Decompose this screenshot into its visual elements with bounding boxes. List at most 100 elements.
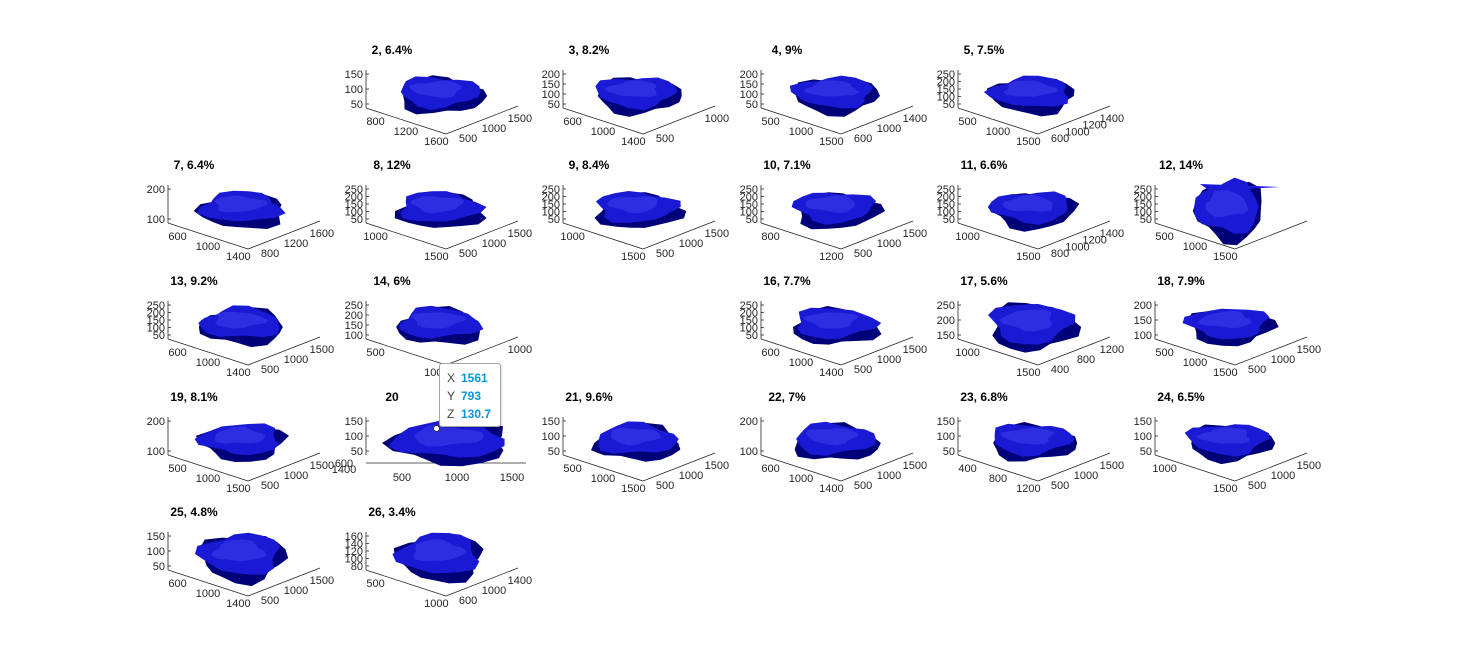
- subplot-title: 11, 6.6%: [961, 158, 1008, 172]
- datatip-z-value: 130.7: [461, 407, 492, 421]
- y-tick-label: 1000: [877, 123, 901, 135]
- x-tick-label: 1000: [445, 472, 469, 484]
- subplot-title: 24, 6.5%: [1157, 390, 1205, 404]
- x-tick-label: 500: [393, 472, 411, 484]
- subplot-title: 8, 12%: [373, 158, 411, 172]
- y-tick-label: 1600: [310, 228, 334, 240]
- y-tick-label: 500: [459, 248, 477, 260]
- y-axis: [445, 336, 519, 366]
- x-tick-label: 1000: [789, 473, 813, 485]
- z-tick-label: 150: [937, 84, 955, 96]
- surface-highlight: [805, 194, 856, 213]
- z-tick-label: 200: [1134, 300, 1152, 312]
- surface-highlight: [804, 80, 860, 97]
- x-tick-label: 1400: [226, 367, 250, 379]
- z-tick-label: 150: [147, 315, 165, 327]
- z-tick-label: 200: [740, 308, 758, 320]
- subplot-12[interactable]: 14, 6%25020015010050010006001000: [345, 274, 533, 379]
- subplot-title: 9, 8.4%: [569, 158, 610, 172]
- y-axis: [445, 567, 519, 597]
- z-tick-label: 200: [740, 69, 758, 81]
- surface-highlight: [214, 195, 269, 213]
- z-tick-label: 100: [740, 89, 758, 101]
- y-tick-label: 1000: [877, 238, 901, 250]
- datatip-marker[interactable]: [433, 425, 440, 432]
- subplot-title: 2, 6.4%: [372, 43, 413, 57]
- surface-highlight: [1002, 194, 1053, 212]
- z-tick-label: 100: [1134, 330, 1152, 342]
- y-axis: [1234, 220, 1308, 250]
- z-tick-label: 200: [937, 315, 955, 327]
- y-tick-label: 1200: [1082, 235, 1106, 247]
- z-tick-label: 50: [943, 446, 955, 458]
- z-tick-label: 200: [740, 416, 758, 428]
- z-tick-label: 250: [937, 184, 955, 196]
- x-axis: [760, 222, 842, 250]
- y-tick-label: 500: [656, 480, 674, 492]
- x-axis: [760, 107, 842, 135]
- z-tick-label: 150: [937, 199, 955, 211]
- z-tick-label: 160: [345, 531, 363, 543]
- z-tick-label: 150: [542, 79, 560, 91]
- z-tick-label: 200: [1134, 192, 1152, 204]
- x-tick-label: 1200: [1016, 483, 1040, 495]
- x-axis: [365, 569, 447, 597]
- y-axis: [247, 567, 321, 597]
- z-tick-label: 100: [937, 92, 955, 104]
- z-tick-label: 50: [943, 214, 955, 226]
- x-tick-label: 500: [366, 578, 384, 590]
- x-axis: [760, 338, 842, 366]
- datatip[interactable]: X 1561 Y 793 Z 130.7: [439, 363, 501, 427]
- y-tick-label: 1000: [284, 470, 308, 482]
- y-tick-label: 500: [261, 364, 279, 376]
- z-tick-label: 250: [937, 300, 955, 312]
- z-tick-label: 250: [542, 184, 560, 196]
- y-tick-label: 1000: [1065, 126, 1089, 138]
- y-tick-label: 500: [459, 133, 477, 145]
- y-axis: [445, 105, 519, 135]
- x-tick-label: 1000: [986, 126, 1010, 138]
- z-tick-label: 250: [937, 69, 955, 81]
- y-tick-label: 1000: [877, 354, 901, 366]
- y-tick-label: 1500: [1297, 460, 1321, 472]
- surface-highlight: [1196, 427, 1251, 444]
- x-tick-label: 500: [563, 463, 581, 475]
- y-tick-label: 600: [854, 133, 872, 145]
- x-axis: [167, 338, 249, 366]
- x-tick-label: 1400: [226, 598, 250, 610]
- x-tick-label: 400: [958, 463, 976, 475]
- y-tick-label: 1200: [1082, 120, 1106, 132]
- z-tick-label: 250: [147, 300, 165, 312]
- x-tick-label: 600: [761, 347, 779, 359]
- y-tick-label: 1500: [903, 344, 927, 356]
- z-tick-label: 100: [542, 89, 560, 101]
- x-tick-label: 1500: [424, 251, 448, 263]
- y-tick-label: 600: [1051, 133, 1069, 145]
- z-tick-label: 50: [548, 99, 560, 111]
- y-tick-label: 1000: [705, 113, 729, 125]
- x-tick-label: 1500: [500, 472, 524, 484]
- x-tick-label: 800: [989, 473, 1007, 485]
